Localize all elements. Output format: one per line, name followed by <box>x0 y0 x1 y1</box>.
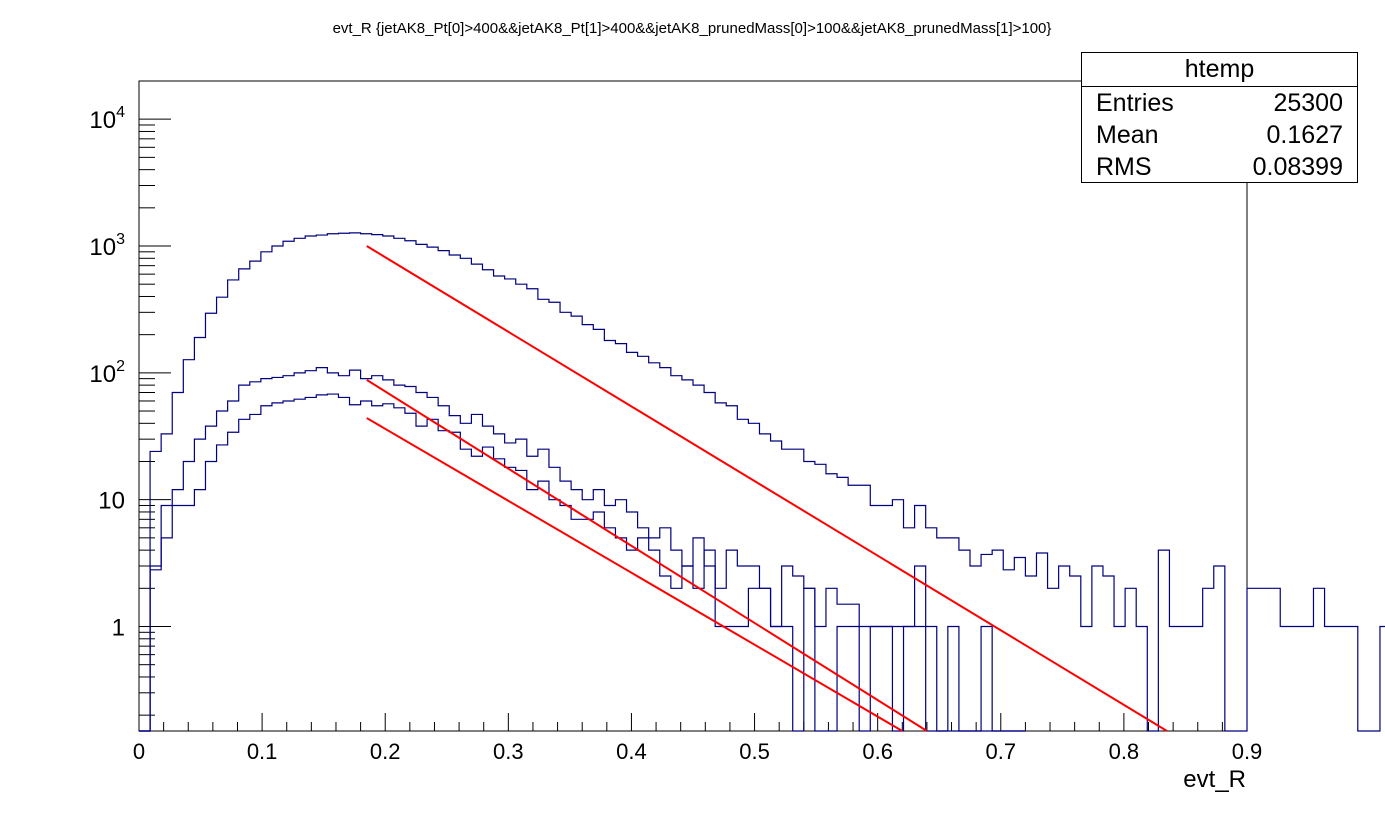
axes: 0 0.1 0.2 0.3 0.4 0.5 0.6 0.7 0.8 0.9 1 10 102 103 104 <box>89 80 1263 764</box>
fit-line <box>366 379 928 732</box>
fit-line <box>366 245 1168 732</box>
y-tick-label: 1 <box>112 615 125 642</box>
stats-value: 0.08399 <box>1252 153 1343 181</box>
stats-row-entries: Entries 25300 <box>1082 87 1357 119</box>
histogram-series <box>139 393 1026 732</box>
stats-label: Mean <box>1096 121 1159 149</box>
x-tick-label: 0.9 <box>1232 739 1263 764</box>
y-tick-label: 103 <box>89 231 125 261</box>
fit-line <box>366 417 903 732</box>
stats-row-mean: Mean 0.1627 <box>1082 119 1357 151</box>
x-tick-label: 0.4 <box>616 739 647 764</box>
x-axis-label: evt_R <box>1183 766 1246 793</box>
stats-box: htemp Entries 25300 Mean 0.1627 RMS 0.08… <box>1081 52 1358 183</box>
x-tick-label: 0.2 <box>370 739 401 764</box>
x-tick-label: 0.3 <box>493 739 524 764</box>
histogram-series <box>139 366 1026 732</box>
x-tick-label: 0.6 <box>862 739 893 764</box>
fit-group <box>366 245 1168 732</box>
stats-label: Entries <box>1096 89 1174 117</box>
plot-frame <box>138 80 1248 732</box>
histogram-series <box>139 232 1385 732</box>
x-tick-label: 0.8 <box>1109 739 1140 764</box>
series-group <box>139 232 1385 732</box>
stats-value: 25300 <box>1273 89 1343 117</box>
y-tick-label: 10 <box>98 488 125 515</box>
stats-row-rms: RMS 0.08399 <box>1082 151 1357 183</box>
x-tick-label: 0.1 <box>247 739 278 764</box>
stats-value: 0.1627 <box>1266 121 1343 149</box>
x-tick-label: 0.7 <box>985 739 1016 764</box>
chart-title: evt_R {jetAK8_Pt[0]>400&&jetAK8_Pt[1]>40… <box>333 20 1052 37</box>
x-tick-label: 0 <box>133 739 145 764</box>
y-tick-label: 104 <box>89 104 125 134</box>
x-tick-label: 0.5 <box>739 739 770 764</box>
stats-title: htemp <box>1082 53 1357 87</box>
stats-label: RMS <box>1096 153 1152 181</box>
y-tick-label: 102 <box>89 358 125 388</box>
